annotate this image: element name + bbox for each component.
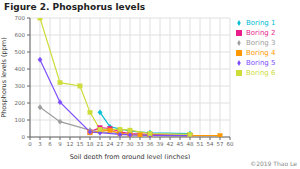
svg-text:300: 300 bbox=[15, 83, 26, 89]
svg-text:30: 30 bbox=[127, 141, 134, 147]
html-text:Boring 2: Boring 2 bbox=[246, 29, 276, 37]
html-text:Boring 1: Boring 1 bbox=[246, 19, 276, 27]
svg-text:Soil depth from ground level (: Soil depth from ground level (inches) bbox=[70, 153, 191, 159]
svg-text:3: 3 bbox=[38, 141, 42, 147]
svg-text:33: 33 bbox=[137, 141, 144, 147]
svg-text:400: 400 bbox=[15, 66, 26, 72]
svg-text:42: 42 bbox=[167, 141, 174, 147]
svg-text:200: 200 bbox=[15, 100, 26, 106]
html-text:Boring 3: Boring 3 bbox=[246, 39, 276, 47]
svg-text:600: 600 bbox=[15, 32, 26, 38]
svg-text:0: 0 bbox=[28, 141, 32, 147]
svg-text:100: 100 bbox=[15, 117, 26, 123]
svg-text:21: 21 bbox=[97, 141, 104, 147]
svg-text:18: 18 bbox=[87, 141, 94, 147]
svg-text:6: 6 bbox=[48, 141, 52, 147]
svg-text:48: 48 bbox=[187, 141, 194, 147]
svg-text:57: 57 bbox=[217, 141, 224, 147]
svg-text:0: 0 bbox=[22, 134, 26, 140]
svg-text:36: 36 bbox=[147, 141, 154, 147]
svg-text:54: 54 bbox=[207, 141, 214, 147]
svg-text:700: 700 bbox=[15, 15, 26, 21]
svg-text:60: 60 bbox=[227, 141, 234, 147]
svg-text:27: 27 bbox=[117, 141, 124, 147]
html-text:Boring 5: Boring 5 bbox=[246, 59, 276, 67]
svg-text:9: 9 bbox=[58, 141, 62, 147]
svg-text:24: 24 bbox=[107, 141, 114, 147]
svg-text:Phosphorus levels (ppm): Phosphorus levels (ppm) bbox=[8, 37, 9, 117]
html-text:Boring 4: Boring 4 bbox=[246, 49, 276, 57]
html-text:Boring 6: Boring 6 bbox=[246, 69, 276, 77]
svg-text:51: 51 bbox=[197, 141, 204, 147]
html-text:©2019 Thao Le: ©2019 Thao Le bbox=[250, 160, 297, 167]
svg-text:15: 15 bbox=[77, 141, 84, 147]
svg-text:500: 500 bbox=[15, 49, 26, 55]
svg-text:12: 12 bbox=[67, 141, 74, 147]
svg-text:45: 45 bbox=[177, 141, 184, 147]
svg-text:39: 39 bbox=[157, 141, 164, 147]
html-text:Figure 2. Phosphorus levels: Figure 2. Phosphorus levels bbox=[4, 2, 146, 12]
